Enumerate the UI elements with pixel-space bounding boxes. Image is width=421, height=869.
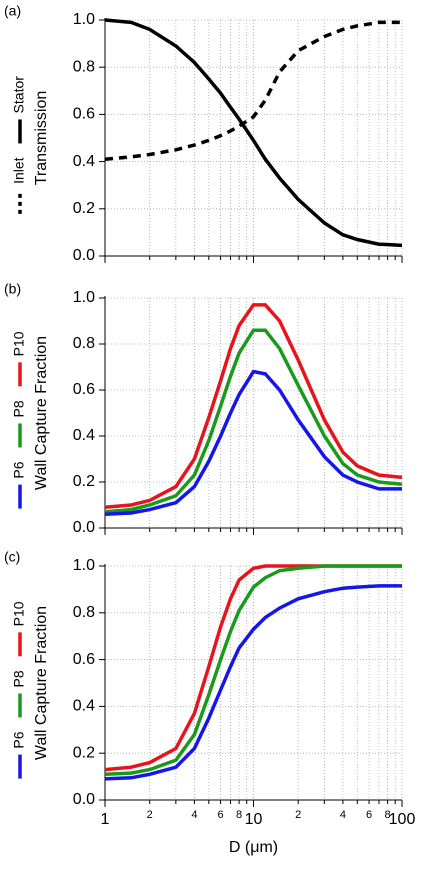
x-tick-label: 6 [366, 809, 372, 821]
x-tick-label: 2 [147, 809, 153, 821]
series-line [104, 584, 402, 781]
y-tick-label: 1.0 [73, 289, 95, 306]
y-tick-label: 0.0 [73, 519, 95, 536]
y-tick-label: 0.2 [73, 744, 95, 761]
series-line [104, 369, 402, 516]
panel-label: (b) [4, 281, 21, 297]
y-axis-label: Wall Capture Fraction [33, 606, 50, 760]
y-tick-label: 0.8 [73, 604, 95, 621]
legend-item: P10 [11, 601, 27, 657]
x-tick-label: 2 [295, 809, 301, 821]
x-tick-label: 100 [389, 811, 416, 828]
y-tick-label: 0.8 [73, 335, 95, 352]
legend-label: P8 [11, 400, 27, 417]
y-tick-label: 0.6 [73, 651, 95, 668]
y-tick-label: 0.0 [73, 791, 95, 808]
y-tick-label: 0.4 [73, 153, 95, 170]
legend-item: P10 [11, 331, 27, 387]
legend-label: P10 [11, 601, 27, 626]
y-tick-label: 0.4 [73, 427, 95, 444]
y-tick-label: 0.0 [73, 247, 95, 264]
x-tick-label: 4 [340, 809, 346, 821]
y-tick-label: 0.2 [73, 473, 95, 490]
legend-label: P6 [11, 461, 27, 478]
legend-item: Inlet [11, 157, 27, 214]
x-axis-label: D (μm) [229, 839, 278, 856]
legend-label: P10 [11, 331, 27, 356]
y-tick-label: 1.0 [73, 557, 95, 574]
series-line [104, 328, 403, 514]
series-line [104, 303, 403, 510]
series-line [104, 18, 403, 248]
y-axis-label: Wall Capture Fraction [33, 336, 50, 490]
x-tick-label: 6 [217, 809, 223, 821]
legend-item: Stator [11, 76, 27, 144]
y-tick-label: 0.2 [73, 200, 95, 217]
series-line [104, 564, 402, 777]
legend-label: Stator [11, 76, 27, 114]
legend-label: Inlet [11, 157, 27, 184]
legend-item: P6 [11, 731, 27, 779]
series-line [104, 20, 402, 161]
y-tick-label: 0.8 [73, 58, 95, 75]
legend-item: P6 [11, 461, 27, 509]
legend-item: P8 [11, 670, 27, 718]
y-tick-label: 0.6 [73, 106, 95, 123]
x-tick-label: 4 [191, 809, 197, 821]
y-tick-label: 0.4 [73, 698, 95, 715]
panel-label: (c) [4, 549, 20, 565]
x-tick-label: 8 [385, 809, 391, 821]
x-tick-label: 10 [245, 811, 263, 828]
y-tick-label: 1.0 [73, 11, 95, 28]
y-axis-label: Transmission [33, 91, 50, 186]
x-tick-label: 1 [101, 811, 110, 828]
legend-label: P6 [11, 731, 27, 748]
legend-label: P8 [11, 670, 27, 687]
panel-label: (a) [4, 3, 21, 19]
y-tick-label: 0.6 [73, 381, 95, 398]
legend-item: P8 [11, 400, 27, 448]
x-tick-label: 8 [236, 809, 242, 821]
